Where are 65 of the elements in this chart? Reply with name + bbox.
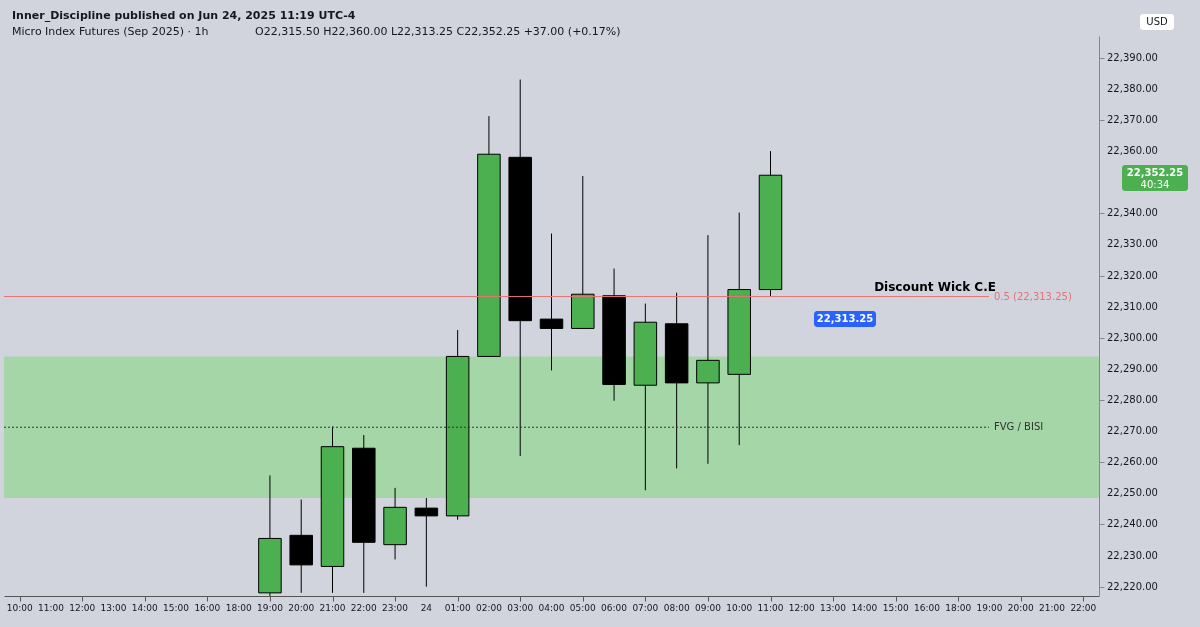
x-tick-label: 04:00 <box>538 603 565 613</box>
x-tick-label: 16:00 <box>194 603 221 613</box>
x-tick-label: 19:00 <box>976 603 1003 613</box>
x-tick-label: 13:00 <box>100 603 127 613</box>
x-tick-label: 10:00 <box>726 603 753 613</box>
y-tick-label: 22,230.00 <box>1107 549 1158 561</box>
chart-subtitle: O22,315.50 H22,360.00 L22,313.25 C22,352.25 +37.00 (+0.17%) <box>255 25 621 38</box>
y-tick-label: 22,300.00 <box>1107 331 1158 343</box>
x-tick-label: 15:00 <box>882 603 909 613</box>
x-tick-label: 12:00 <box>788 603 816 613</box>
x-tick-label: 15:00 <box>163 603 190 613</box>
text: USD <box>1146 16 1168 27</box>
y-tick-label: 22,320.00 <box>1107 269 1158 281</box>
x-tick-label: 03:00 <box>507 603 534 613</box>
x-tick-label: 02:00 <box>475 603 503 613</box>
x-tick-label: 14:00 <box>851 603 878 613</box>
x-tick-label: 10:00 <box>6 603 33 613</box>
y-tick-label: 22,340.00 <box>1107 207 1158 219</box>
ref-line-label: 0.5 (22,313.25) <box>994 290 1072 302</box>
x-tick-label: 18:00 <box>225 603 252 613</box>
y-tick-label: 22,270.00 <box>1107 425 1158 437</box>
x-tick-label: 21:00 <box>1039 603 1066 613</box>
x-tick-label: 01:00 <box>444 603 471 613</box>
x-tick-label: 16:00 <box>913 603 941 613</box>
x-tick-label: 13:00 <box>820 603 847 613</box>
y-tick-label: 22,280.00 <box>1107 394 1158 405</box>
ref-line-label: FVG / BISI <box>994 421 1044 433</box>
text: Inner_Discipline published on Jun 24, 2025 11:19 UTC-4 <box>12 9 356 22</box>
candlestick <box>414 497 439 588</box>
x-tick-label: 22:00 <box>1070 603 1097 613</box>
x-tick-label: 14:00 <box>131 603 159 613</box>
y-tick-label: 22,250.00 <box>1107 487 1158 499</box>
text: 40:34 <box>1140 179 1170 190</box>
x-tick-label: 19:00 <box>256 603 284 613</box>
x-tick-label: 08:00 <box>663 603 690 613</box>
x-tick-label: 20:00 <box>1007 603 1035 613</box>
x-tick-label: 23:00 <box>382 603 409 613</box>
y-tick-label: 22,360.00 <box>1107 145 1158 157</box>
x-tick-label: 09:00 <box>694 603 722 613</box>
x-tick-label: 06:00 <box>601 603 628 613</box>
y-tick-label: 22,390.00 <box>1107 51 1158 63</box>
x-tick-label: 18:00 <box>945 603 972 613</box>
candlestick <box>696 234 720 465</box>
x-tick-label: 07:00 <box>632 603 659 613</box>
y-tick-label: 22,310.00 <box>1107 300 1158 312</box>
chart-title: Micro Index Futures (Sep 2025) · 1h <box>12 25 209 38</box>
y-tick-label: 22,380.00 <box>1107 82 1158 94</box>
annotation: Discount Wick C.E <box>874 280 996 294</box>
x-tick-label: 11:00 <box>757 603 784 613</box>
y-tick-label: 22,220.00 <box>1107 580 1158 592</box>
annotation: 22,313.25 <box>816 313 874 324</box>
y-tick-label: 22,260.00 <box>1107 456 1158 468</box>
y-tick-label: 22,290.00 <box>1107 362 1158 374</box>
x-tick-label: 05:00 <box>569 603 597 613</box>
y-tick-label: 22,240.00 <box>1107 518 1158 530</box>
x-tick-label: 20:00 <box>288 603 315 613</box>
y-tick-label: 22,370.00 <box>1107 114 1158 125</box>
x-tick-label: 24 <box>420 603 433 613</box>
x-tick-label: 22:00 <box>350 603 378 613</box>
y-tick-label: 22,330.00 <box>1107 238 1158 250</box>
text: 22,352.25 <box>1126 167 1184 178</box>
x-tick-label: 11:00 <box>37 603 65 613</box>
x-tick-label: 21:00 <box>319 603 346 613</box>
candlestick <box>539 233 564 371</box>
x-tick-label: 12:00 <box>69 603 96 613</box>
